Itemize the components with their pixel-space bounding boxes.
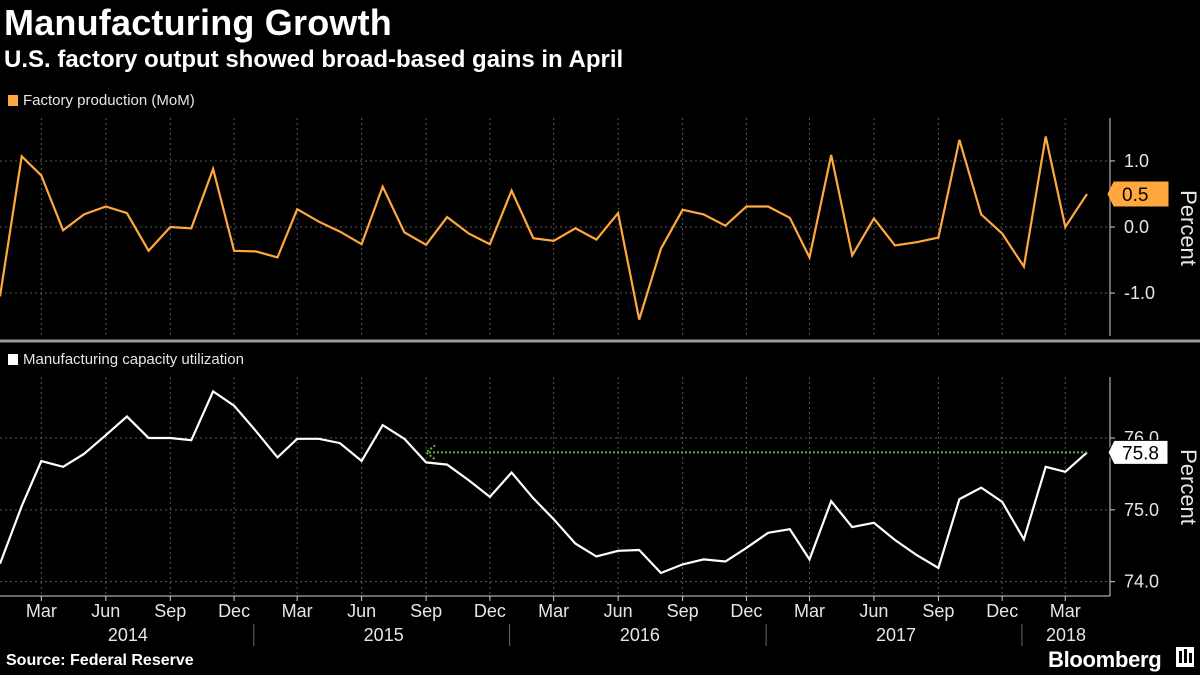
x-year-label: 2014	[108, 625, 148, 645]
x-tick-label: Mar	[1050, 601, 1081, 621]
x-tick-label: Jun	[91, 601, 120, 621]
y-axis-label: Percent	[1176, 190, 1200, 266]
legend-swatch-orange	[8, 95, 18, 106]
x-tick-label: Dec	[730, 601, 762, 621]
last-value-tag	[1107, 439, 1169, 465]
y-tick-label: 1.0	[1124, 151, 1149, 171]
x-tick-label: Dec	[986, 601, 1018, 621]
chart-panel-1: 1.0 0.0 -1.0 Percent 0.5	[0, 118, 1200, 336]
terminal-icon	[1176, 647, 1194, 667]
x-tick-label: Sep	[922, 601, 954, 621]
chart-title: Manufacturing Growth	[4, 2, 392, 43]
y-tick-label: -1.0	[1124, 283, 1155, 303]
y-tick-label: 0.0	[1124, 217, 1149, 237]
x-tick-label: Jun	[604, 601, 633, 621]
series-line	[0, 389, 1088, 575]
x-tick-label: Mar	[26, 601, 57, 621]
source-note: Source: Federal Reserve	[6, 652, 194, 669]
x-tick-label: Sep	[667, 601, 699, 621]
x-tick-label: Mar	[794, 601, 825, 621]
last-value-tag	[1107, 181, 1169, 207]
legend-label: Factory production (MoM)	[23, 92, 195, 109]
brand-logo: Bloomberg	[1048, 647, 1162, 672]
series-line	[0, 136, 1088, 320]
x-tick-label: Mar	[282, 601, 313, 621]
x-tick-label: Jun	[859, 601, 888, 621]
x-axis: Mar Jun Sep Dec Mar Jun Sep Dec Mar Jun Sep Dec Mar J…	[0, 595, 1110, 646]
y-tick-label: 74.0	[1124, 572, 1159, 592]
legend-swatch-white	[8, 354, 18, 365]
legend-label: Manufacturing capacity utilization	[23, 351, 244, 368]
x-tick-label: Dec	[474, 601, 506, 621]
y-axis-label: Percent	[1176, 449, 1200, 525]
x-tick-label: Dec	[218, 601, 250, 621]
x-year-label: 2017	[876, 625, 916, 645]
chart-subtitle: U.S. factory output showed broad-based g…	[4, 46, 624, 73]
last-value-label: 75.8	[1122, 443, 1159, 464]
last-value-label: 0.5	[1122, 185, 1148, 206]
x-tick-label: Mar	[538, 601, 569, 621]
x-tick-label: Sep	[410, 601, 442, 621]
legend-capacity-utilization: Manufacturing capacity utilization	[8, 351, 244, 368]
x-year-label: 2015	[364, 625, 404, 645]
y-tick-label: 75.0	[1124, 500, 1159, 520]
x-tick-label: Sep	[154, 601, 186, 621]
x-tick-label: Jun	[347, 601, 376, 621]
legend-factory-production: Factory production (MoM)	[8, 92, 195, 109]
x-year-label: 2018	[1046, 625, 1086, 645]
x-year-label: 2016	[620, 625, 660, 645]
